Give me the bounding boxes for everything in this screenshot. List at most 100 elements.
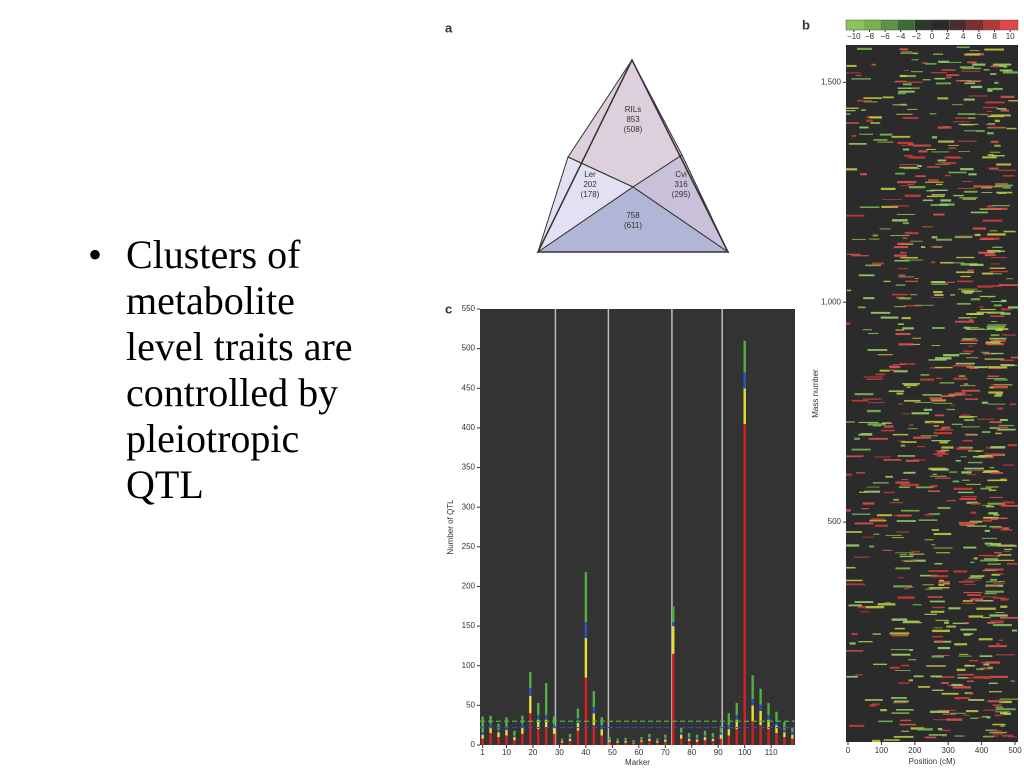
x-tick-label: 40 xyxy=(581,748,590,757)
heatmap-streak xyxy=(989,386,994,389)
heatmap-streak xyxy=(910,71,923,73)
bar-segment xyxy=(664,739,667,742)
heatmap-streak xyxy=(862,398,882,400)
bullet-dot: • xyxy=(88,232,103,277)
heatmap-streak xyxy=(864,101,878,103)
heatmap-streak xyxy=(955,235,974,237)
heatmap-streak xyxy=(940,199,952,202)
heatmap-streak xyxy=(931,136,938,139)
bar-segment xyxy=(695,734,699,738)
bar-segment xyxy=(481,716,484,733)
y-tick-label: 500 xyxy=(828,517,842,526)
bar-segment xyxy=(656,742,659,745)
bar-segment xyxy=(513,740,516,745)
bar-segment xyxy=(568,737,572,739)
x-tick-label: 80 xyxy=(687,748,696,757)
heatmap-streak xyxy=(963,546,977,549)
heatmap-streak xyxy=(957,288,978,290)
bar-segment xyxy=(703,737,707,741)
heatmap-streak xyxy=(899,555,914,558)
heatmap-streak xyxy=(981,351,990,353)
heatmap-streak xyxy=(926,190,935,192)
heatmap-streak xyxy=(892,433,909,436)
heatmap-streak xyxy=(944,621,949,624)
heatmap-streak xyxy=(904,399,921,402)
x-tick-label: 50 xyxy=(608,748,617,757)
bar-segment xyxy=(497,729,500,733)
heatmap-streak xyxy=(963,317,977,319)
triangle-outline xyxy=(536,58,730,253)
heatmap-streak xyxy=(961,389,981,392)
heatmap-streak xyxy=(869,545,875,548)
heatmap-streak xyxy=(984,254,996,257)
heatmap-streak xyxy=(933,453,949,455)
heatmap-streak xyxy=(957,187,975,189)
heatmap-streak xyxy=(896,514,912,517)
heatmap-streak xyxy=(992,63,1012,66)
heatmap-streak xyxy=(933,627,943,629)
heatmap-streak xyxy=(972,415,978,418)
heatmap-streak xyxy=(986,378,1006,380)
heatmap-streak xyxy=(989,337,1007,340)
heatmap-streak xyxy=(952,364,973,367)
heatmap-streak xyxy=(866,119,874,122)
heatmap-streak xyxy=(984,542,993,545)
y-tick-label: 100 xyxy=(462,661,476,670)
heatmap-streak xyxy=(976,668,984,671)
heatmap-streak xyxy=(981,617,991,619)
heatmap-streak xyxy=(908,186,926,189)
x-tick-label: 20 xyxy=(528,748,537,757)
heatmap-streak xyxy=(996,544,1017,547)
heatmap-streak xyxy=(972,227,986,230)
heatmap-streak xyxy=(877,603,896,606)
heatmap-streak xyxy=(938,162,955,164)
heatmap-streak xyxy=(899,363,916,365)
heatmap-streak xyxy=(891,634,909,637)
heatmap-streak xyxy=(970,298,981,301)
heatmap-streak xyxy=(846,107,859,109)
heatmap-streak xyxy=(927,490,940,493)
heatmap-streak xyxy=(885,475,893,478)
heatmap-streak xyxy=(989,368,1003,369)
heatmap-streak xyxy=(889,632,910,635)
heatmap-streak xyxy=(885,534,902,536)
heatmap-streak xyxy=(935,619,949,621)
heatmap-streak xyxy=(875,524,889,527)
heatmap-streak xyxy=(897,181,917,184)
heatmap-streak xyxy=(859,206,880,209)
bar-segment xyxy=(489,726,492,734)
heatmap-streak xyxy=(990,73,997,75)
bar-segment xyxy=(759,710,762,726)
heatmap-streak xyxy=(922,226,933,228)
heatmap-streak xyxy=(901,479,908,481)
heatmap-streak xyxy=(994,81,999,84)
heatmap-streak xyxy=(999,65,1007,67)
heatmap-streak xyxy=(1000,605,1008,608)
heatmap-streak xyxy=(903,305,922,307)
heatmap-streak xyxy=(858,274,875,277)
bar-segment xyxy=(759,725,762,745)
bar-segment xyxy=(576,730,580,745)
colorbar-tick-label: −4 xyxy=(896,32,906,41)
heatmap-streak xyxy=(933,425,939,427)
heatmap-streak xyxy=(890,235,910,237)
bar-segment xyxy=(783,729,786,733)
heatmap-streak xyxy=(985,590,1005,593)
heatmap-streak xyxy=(990,517,1008,520)
heatmap-streak xyxy=(895,481,910,484)
heatmap-streak xyxy=(909,424,914,426)
heatmap-streak xyxy=(854,522,874,525)
heatmap-streak xyxy=(892,104,908,106)
bar-segment xyxy=(632,741,635,743)
heatmap-streak xyxy=(871,63,876,66)
heatmap-streak xyxy=(986,581,1001,583)
heatmap-streak xyxy=(987,89,993,92)
bar-segment xyxy=(529,695,532,714)
heatmap-streak xyxy=(924,420,944,424)
heatmap-streak xyxy=(934,655,950,657)
heatmap-streak xyxy=(969,263,984,266)
heatmap-streak xyxy=(982,537,998,539)
heatmap-streak xyxy=(859,133,874,135)
heatmap-streak xyxy=(982,471,993,473)
heatmap-streak xyxy=(981,431,991,434)
